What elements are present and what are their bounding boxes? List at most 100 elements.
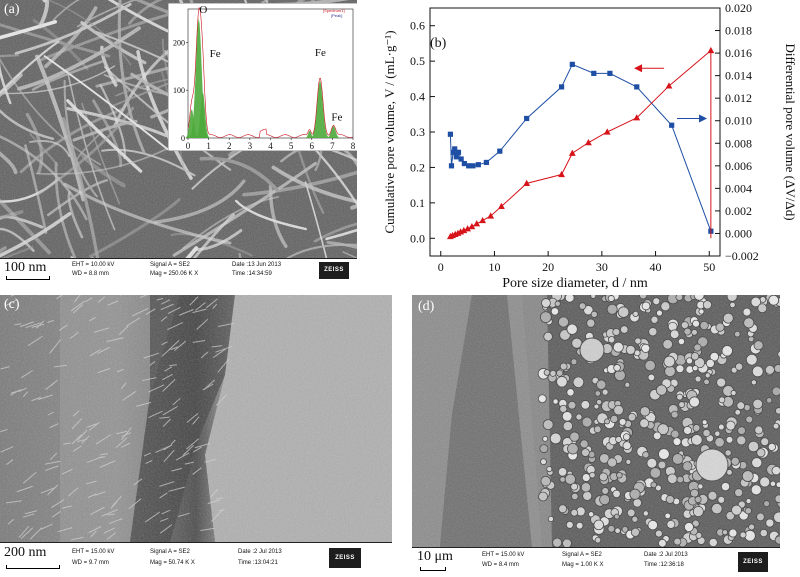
panel-d: (d) 10 μm EHT = 15.00 kV WD = 8.4 mm Sig… — [412, 295, 780, 577]
data-point — [458, 156, 464, 162]
data-point — [487, 212, 495, 219]
eds-x-tick-label: 3 — [248, 141, 253, 151]
eds-peak-area — [196, 92, 210, 138]
signal-value: Signal A = SE2 — [562, 552, 602, 558]
y-right-tick-label: 0.000 — [725, 226, 752, 240]
data-point — [524, 115, 530, 122]
data-point — [473, 220, 481, 227]
scale-bar — [6, 565, 60, 569]
series-differential — [447, 61, 714, 234]
eds-x-tick-label: 4 — [268, 141, 273, 151]
y-right-tick-label: −0.002 — [725, 249, 759, 263]
y-right-tick-label: 0.010 — [725, 114, 752, 128]
data-point — [523, 179, 531, 186]
eds-peak-label: Fe — [331, 111, 342, 123]
panel-a-label: (a) — [4, 2, 20, 17]
eds-spectrum-line — [188, 6, 353, 138]
y-left-tick-label: 0.3 — [410, 125, 425, 139]
eds-peak-label: Fe — [315, 47, 326, 59]
x-tick-label: 40 — [650, 260, 662, 274]
data-point — [450, 149, 456, 155]
wd-value: WD = 9.7 mm — [72, 560, 109, 566]
eds-y-tick-label: 100 — [173, 86, 185, 95]
mag-value: Mag = 1.00 K X — [562, 562, 604, 568]
eds-peak-area — [311, 80, 329, 138]
eht-value: EHT = 15.00 kV — [482, 552, 525, 558]
date-value: Date :2 Jul 2013 — [238, 549, 282, 555]
eds-peak-label: Fe — [210, 48, 221, 60]
arrow-head — [699, 114, 708, 123]
mag-value: Mag = 50.74 K X — [150, 560, 195, 566]
panel-c-data-bar: 200 nm EHT = 15.00 kV WD = 9.7 mm Signal… — [0, 542, 392, 577]
series-line — [450, 50, 712, 237]
eds-x-tick-label: 1 — [206, 141, 211, 151]
y-right-tick-label: 0.004 — [725, 181, 752, 195]
data-point — [455, 149, 462, 155]
eds-y-tick-label: 0 — [181, 134, 185, 143]
panel-c-label: (c) — [4, 297, 20, 312]
scale-bar-label: 100 nm — [4, 260, 47, 275]
arrow-head — [634, 64, 643, 73]
eds-spectrum-inset: 0 100 200 0 1 2 3 4 5 6 7 8 O Fe Fe Fe [Spectrum1] [Pea… — [168, 3, 357, 151]
data-point — [497, 148, 503, 154]
eds-x-tick-label: 8 — [351, 141, 356, 151]
mag-value: Mag = 250.06 K X — [150, 271, 199, 277]
time-value: Time :14:34:59 — [232, 271, 272, 277]
data-point — [448, 163, 455, 169]
series-cumulative — [447, 46, 715, 240]
data-point — [447, 131, 454, 137]
data-point — [558, 84, 565, 90]
sem-image-cross-section — [0, 295, 392, 542]
data-point — [483, 159, 489, 166]
y-left-tick-label: 0.4 — [410, 90, 425, 104]
x-tick-label: 20 — [542, 260, 554, 274]
date-value: Date :13 Jun 2013 — [232, 262, 282, 268]
panel-d-data-bar: 10 μm EHT = 15.00 kV WD = 8.4 mm Signal … — [412, 547, 780, 577]
data-point — [568, 149, 576, 156]
y-axis-left-label: Cumulative pore volume, V / (mL·g⁻¹) — [382, 30, 397, 233]
data-point — [498, 202, 505, 209]
wd-value: WD = 8.4 mm — [482, 562, 519, 568]
data-point — [466, 163, 472, 169]
eds-peak-area — [326, 126, 341, 138]
signal-value: Signal A = SE2 — [150, 549, 190, 555]
data-point — [591, 70, 597, 76]
scale-bar-label: 200 nm — [4, 545, 47, 560]
data-point — [453, 154, 459, 160]
data-point — [475, 162, 481, 168]
data-point — [634, 84, 640, 90]
scale-bar — [420, 567, 446, 571]
eds-legend-1: [Spectrum1] — [323, 8, 345, 13]
data-point — [464, 225, 471, 232]
y-left-tick-label: 0.2 — [410, 160, 425, 174]
x-tick-label: 10 — [488, 260, 500, 274]
eht-value: EHT = 15.00 kV — [72, 549, 115, 555]
x-tick-label: 30 — [596, 260, 608, 274]
y-right-tick-label: 0.020 — [725, 1, 752, 15]
zeiss-logo: ZEISS — [319, 262, 349, 279]
eds-y-tick-label: 200 — [173, 38, 185, 47]
y-axis-right-label: Differential pore volume (ΔV/Δd) — [783, 43, 798, 220]
data-point — [607, 70, 613, 76]
zeiss-logo: ZEISS — [329, 548, 361, 568]
x-axis-label: Pore size diameter, d / nm — [502, 276, 648, 290]
data-point — [669, 122, 675, 128]
data-point — [479, 216, 487, 224]
eds-legend-2: [Peak] — [331, 13, 342, 18]
x-tick-label: 0 — [438, 260, 444, 274]
eds-x-tick-label: 7 — [330, 141, 335, 151]
data-point — [452, 146, 458, 152]
time-value: Time :12:36:18 — [644, 562, 684, 568]
y-left-tick-label: 0.0 — [410, 231, 425, 245]
data-point — [558, 170, 565, 178]
panel-b-pore-chart: 0 10 20 30 40 50 0.0 0.1 0.2 0.3 0.4 0.5 0.6 −0.002 0.… — [382, 1, 798, 290]
wd-value: WD = 8.8 mm — [72, 271, 109, 277]
y-right-tick-label: 0.012 — [725, 91, 752, 105]
panel-d-label: (d) — [418, 299, 435, 314]
data-point — [633, 114, 641, 121]
panel-c: (c) 200 nm EHT = 15.00 kV WD = 9.7 mm Si… — [0, 295, 392, 577]
data-point — [585, 139, 592, 146]
panel-a-data-bar: 100 nm EHT = 10.00 kV WD = 8.8 mm Signal… — [0, 258, 357, 281]
y-right-tick-label: 0.014 — [725, 69, 752, 83]
y-right-tick-label: 0.016 — [725, 46, 752, 60]
